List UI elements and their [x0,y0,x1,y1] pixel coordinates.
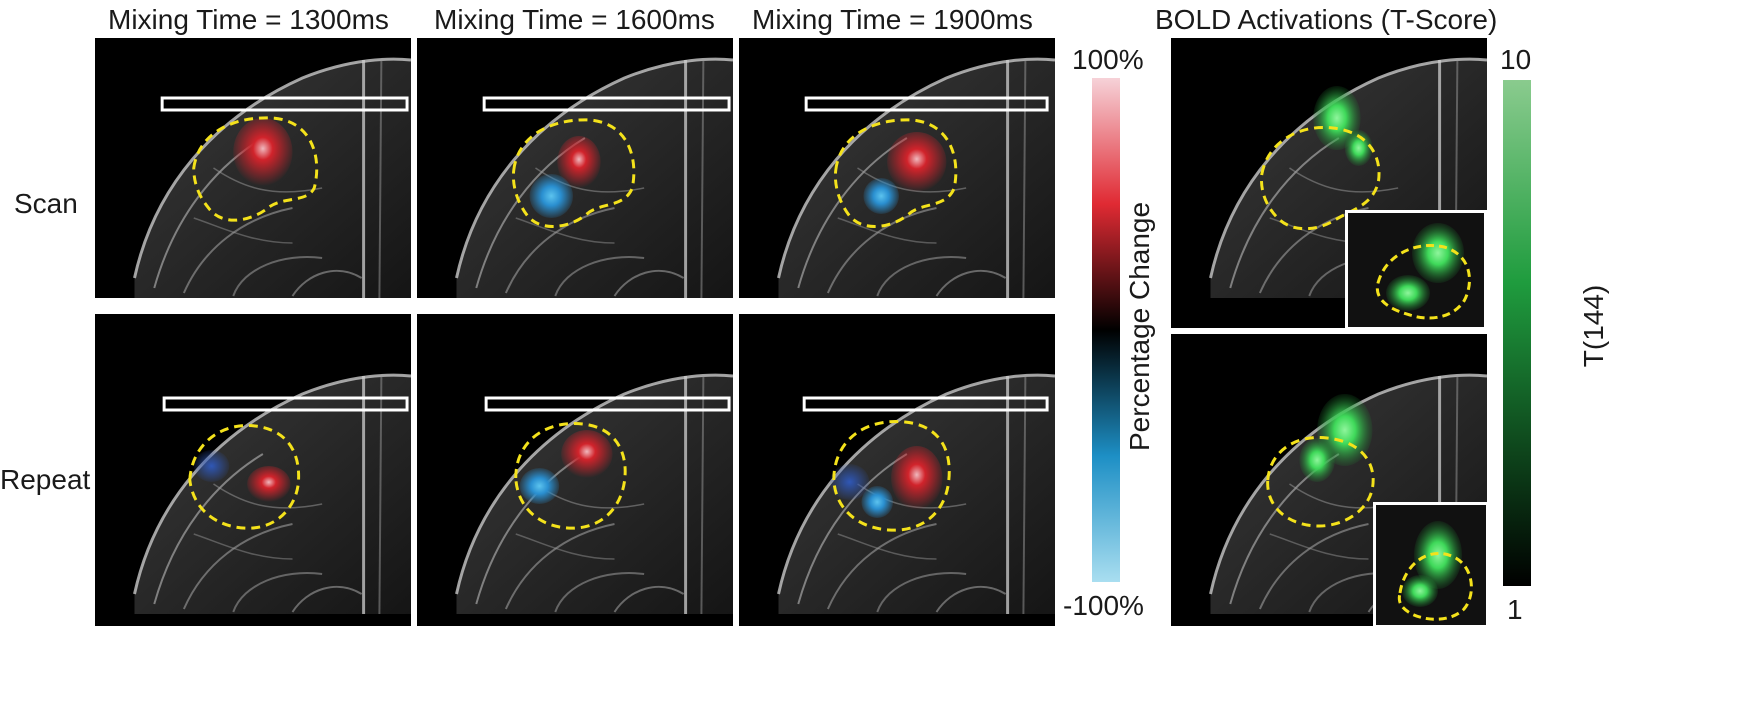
tscore-min-label: 1 [1507,594,1523,625]
percent-max-label: 100% [1072,44,1144,75]
column-title-1300ms: Mixing Time = 1300ms [108,4,389,35]
percent-colorbar [1092,78,1120,582]
tscore-max-label: 10 [1500,44,1532,75]
panel-scan-1900ms [739,38,1055,298]
bold-activation [1344,130,1373,166]
percent-axis-label: Percentage Change [1124,201,1155,451]
activation-negative [529,174,574,218]
reference-bar [802,396,1049,412]
roi-outline [514,422,627,530]
panel-scan-1600ms [417,38,733,298]
column-title-1900ms: Mixing Time = 1900ms [752,4,1033,35]
roi-outline [832,420,951,532]
reference-bar [804,96,1049,112]
percent-min-label: -100% [1063,590,1144,621]
activation-positive [557,136,601,188]
tscore-colorbar [1503,80,1531,586]
bold-activation [1412,223,1464,283]
panel-repeat-1600ms [417,314,733,626]
reference-bar [160,96,409,112]
activation-negative [863,178,899,214]
roi-outline [1397,551,1473,621]
inset-bold-scan [1345,210,1487,328]
activation-negative [829,464,870,500]
bold-activation [1299,438,1335,482]
panel-bold-scan [1171,38,1487,328]
column-title-1600ms: Mixing Time = 1600ms [434,4,715,35]
activation-positive [887,132,947,192]
reference-bar [482,96,731,112]
activation-negative [519,468,560,504]
row-label-scan: Scan [14,188,78,219]
activation-positive [561,430,613,478]
inset-bold-repeat [1373,502,1487,626]
activation-negative [861,486,894,518]
column-title-bold: BOLD Activations (T-Score) [1155,4,1498,35]
bold-activation [1386,275,1430,311]
row-label-repeat: Repeat [0,464,91,495]
roi-outline [511,118,636,229]
activation-positive [891,446,943,510]
panel-bold-repeat [1171,334,1487,626]
bold-activation [1402,575,1438,607]
roi-outline [188,424,301,530]
reference-bar [484,396,731,412]
roi-outline [1375,244,1471,320]
bold-activation [1313,86,1361,150]
panel-repeat-1300ms [95,314,411,626]
roi-outline [192,116,319,222]
reference-bar [162,396,409,412]
panel-scan-1300ms [95,38,411,298]
activation-negative [193,450,230,482]
panel-repeat-1900ms [739,314,1055,626]
activation-positive [233,118,293,186]
activation-positive [247,466,291,502]
roi-outline [833,118,958,229]
tscore-axis-label: T(144) [1578,284,1609,368]
roi-outline [1266,435,1375,528]
bold-activation [1414,521,1462,589]
